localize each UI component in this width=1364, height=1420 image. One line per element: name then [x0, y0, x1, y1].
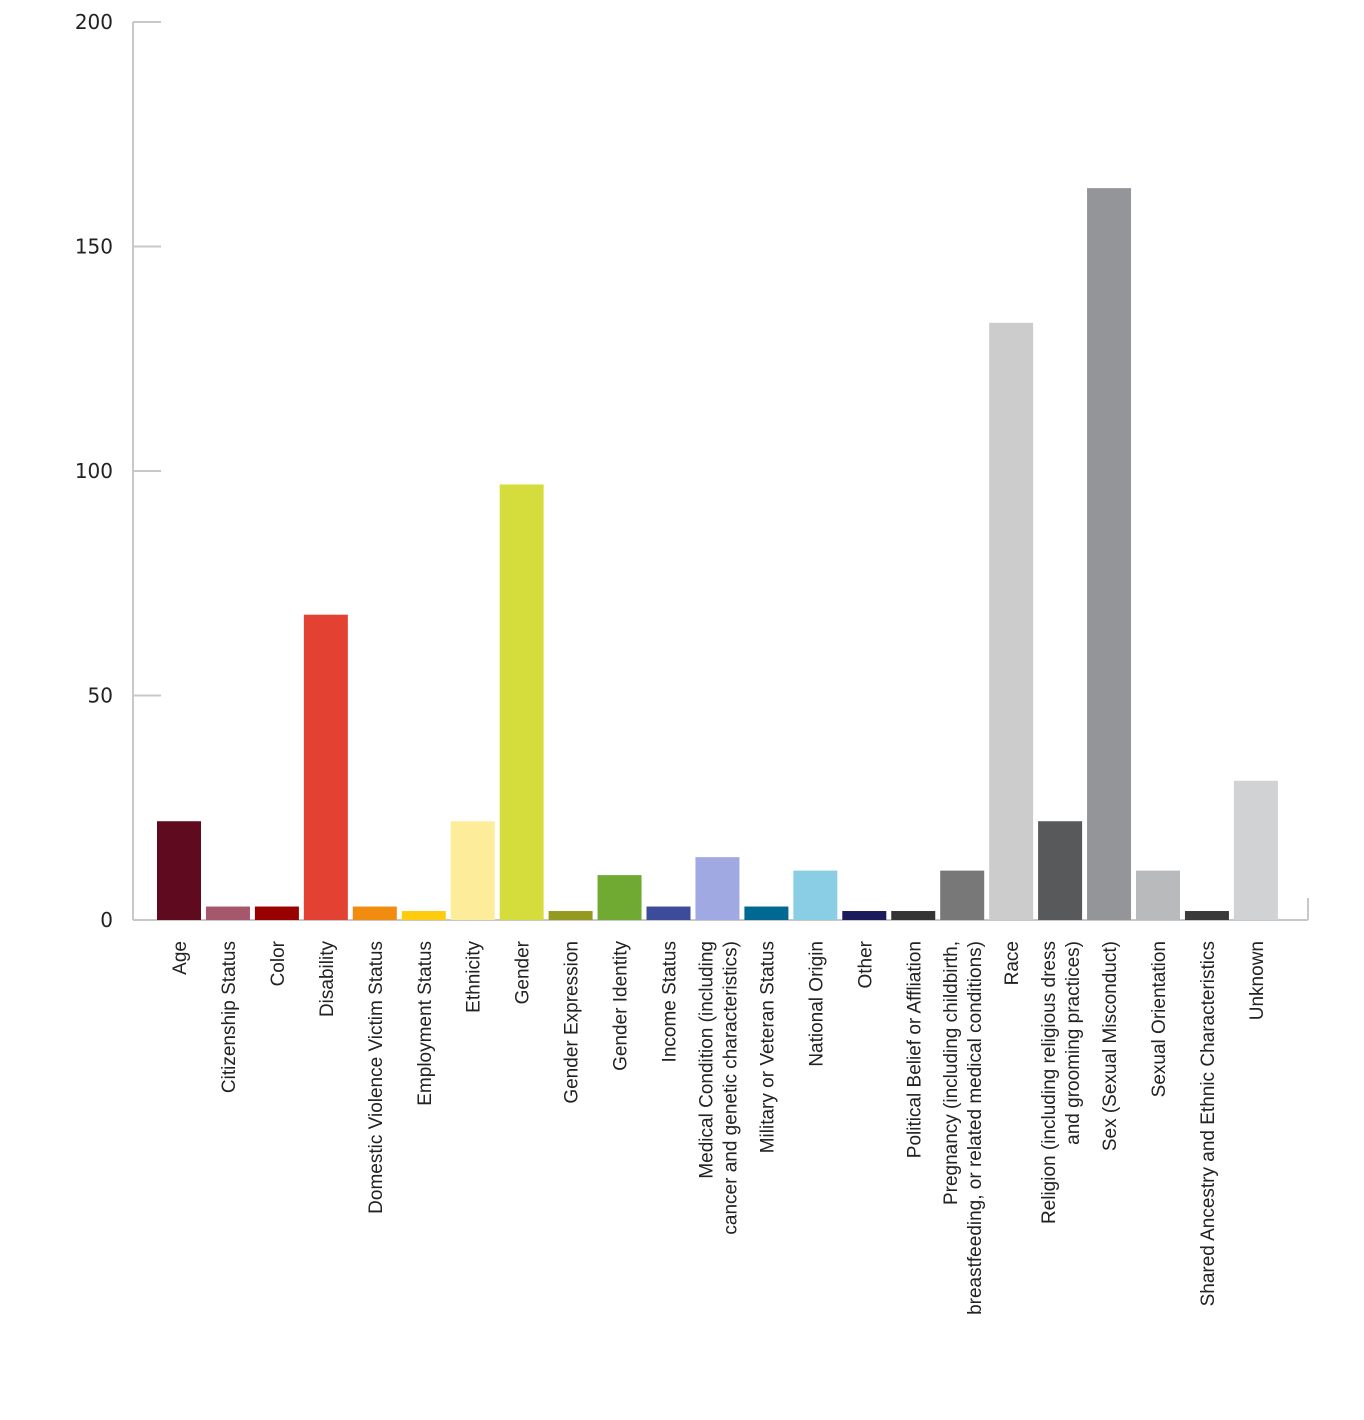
bar: [1184, 911, 1229, 920]
y-tick-label: 0: [100, 908, 113, 932]
category-label: Sex (Sexual Misconduct): [1100, 941, 1121, 1151]
bar: [157, 821, 201, 920]
category-label: Pregnancy (including childbirth,: [941, 941, 962, 1205]
category-label: Sexual Orientation: [1149, 941, 1170, 1097]
bar: [499, 484, 544, 920]
bar: [205, 906, 250, 920]
bar: [695, 857, 740, 920]
category-labels: Age Citizenship Status Color Disability Dome…: [170, 940, 1268, 1315]
y-axis: 0 50 100 150 200: [75, 10, 161, 932]
category-label: Other: [855, 940, 876, 988]
category-label: Medical Condition (including: [696, 941, 717, 1179]
category-label: and grooming practices): [1063, 941, 1084, 1145]
category-label: Age: [170, 941, 191, 975]
category-label: National Origin: [806, 941, 827, 1067]
bar: [842, 911, 887, 920]
bar: [1038, 821, 1083, 920]
category-label: Income Status: [660, 941, 681, 1062]
category-label: Citizenship Status: [219, 941, 240, 1093]
bar: [303, 614, 348, 920]
category-label: Employment Status: [415, 941, 436, 1106]
category-label: Unknown: [1247, 941, 1268, 1020]
category-label: breastfeeding, or related medical condit…: [965, 941, 986, 1315]
y-tick-label: 100: [75, 459, 113, 483]
category-label: Disability: [317, 941, 338, 1018]
bar: [1233, 780, 1278, 920]
y-tick-label: 150: [75, 235, 113, 259]
category-label: Political Belief or Affliation: [904, 941, 925, 1158]
category-label: Military or Veteran Status: [757, 941, 778, 1153]
bar: [744, 906, 789, 920]
bar: [450, 821, 495, 920]
bar: [1087, 188, 1132, 920]
bar: [940, 870, 985, 920]
y-tick-label: 50: [88, 684, 113, 708]
bar: [1136, 870, 1180, 920]
category-label: Race: [1002, 941, 1023, 985]
bar: [352, 906, 397, 920]
bar: [989, 322, 1034, 921]
bars: [157, 188, 1278, 921]
category-label: Shared Ancestry and Ethnic Characteristi…: [1198, 941, 1219, 1306]
category-label: Gender: [513, 940, 534, 1004]
bar: [597, 875, 642, 920]
category-label: Ethnicity: [464, 941, 485, 1013]
category-label: Domestic Violence Victim Status: [366, 941, 387, 1214]
bar: [548, 911, 593, 920]
category-label: Religion (including religious dress: [1039, 941, 1060, 1224]
bar: [646, 906, 691, 920]
category-label: Color: [268, 940, 289, 986]
category-label: cancer and genetic characteristics): [720, 941, 741, 1235]
category-label: Gender Expression: [562, 941, 583, 1104]
bar: [401, 911, 446, 920]
bar: [254, 906, 299, 920]
y-tick-label: 200: [75, 10, 113, 34]
bar: [793, 870, 838, 920]
bar: [891, 911, 936, 920]
category-label: Gender Identity: [611, 941, 632, 1071]
